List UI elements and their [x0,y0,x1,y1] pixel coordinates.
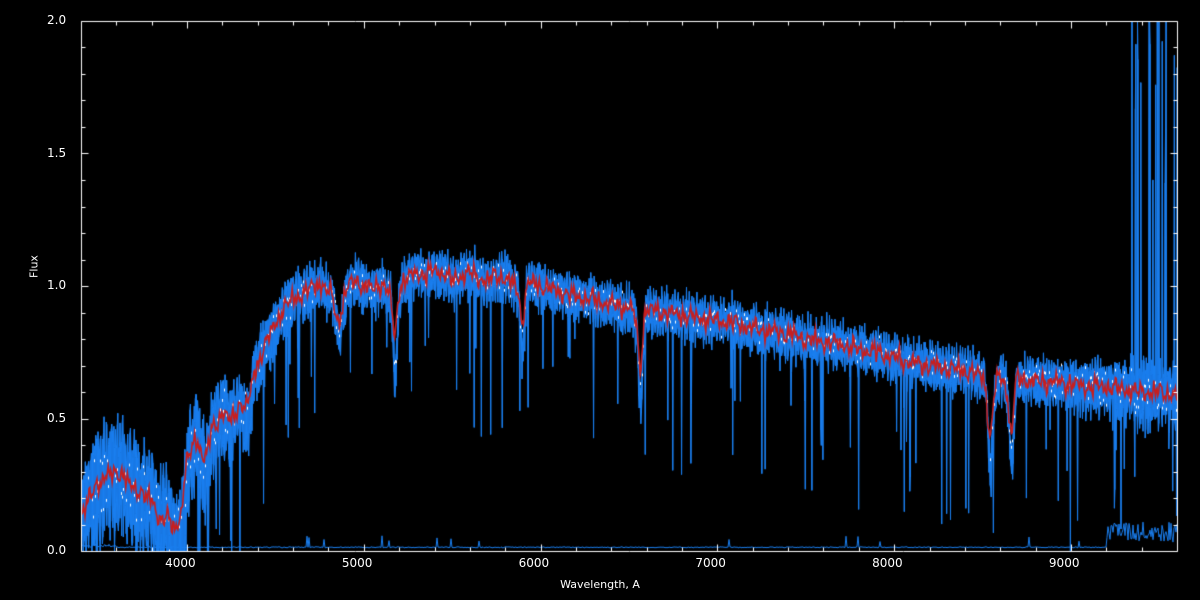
y-tick-label: 1.0 [47,278,67,292]
y-tick-label: 0.5 [47,410,67,425]
x-tick-label: 9000 [1048,556,1080,570]
x-tick-label: 5000 [341,556,373,570]
x-tick-label: 7000 [695,556,726,570]
y-axis-label: Flux [27,255,41,278]
x-axis-label: Wavelength, A [560,578,640,591]
y-tick-label: 2.0 [47,13,67,27]
x-tick-label: 8000 [872,556,903,570]
x-tick-label: 4000 [165,556,196,570]
x-tick-label: 6000 [518,556,550,570]
y-tick-label: 0.0 [47,543,67,557]
y-tick-label: 1.5 [47,145,67,160]
